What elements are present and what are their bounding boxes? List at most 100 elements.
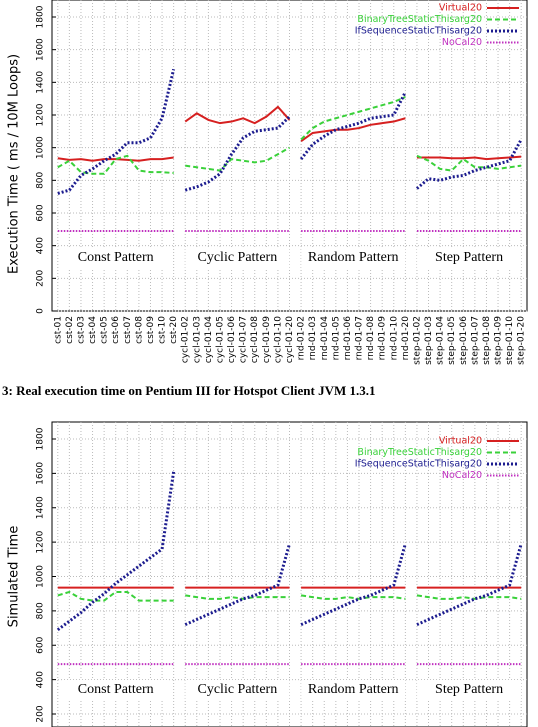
group-annotation: Step Pattern xyxy=(435,250,503,265)
series-line xyxy=(300,96,406,141)
annotation-box xyxy=(63,248,168,268)
series-line xyxy=(185,594,290,600)
series-line xyxy=(300,543,407,626)
y-axis-title: Execution Time ( ms / 10M Loops) xyxy=(7,54,22,274)
x-tick-label: step-01-09 xyxy=(494,316,504,365)
x-tick-label: cycl-01-04 xyxy=(204,316,214,363)
x-tick-label: step-01-05 xyxy=(447,316,457,365)
x-tick-label: rnd-01-02 xyxy=(297,316,307,360)
x-tick-label: cycl-01-08 xyxy=(250,316,260,363)
series-line xyxy=(300,594,406,600)
x-tick-label: cycl-01-09 xyxy=(262,316,272,363)
x-tick-label: cycl-01-10 xyxy=(273,316,283,363)
x-tick-label: rnd-01-09 xyxy=(378,316,388,361)
annotation-box xyxy=(417,248,522,268)
x-tick-label: rnd-01-06 xyxy=(343,316,353,361)
legend-label: Virtual20 xyxy=(439,436,482,447)
y-tick-label: 1600 xyxy=(36,38,46,61)
x-tick-label: rnd-01-20 xyxy=(401,316,411,361)
x-tick-label: step-01-10 xyxy=(505,316,515,365)
legend-label: Virtual20 xyxy=(439,3,482,14)
x-tick-label: cycl-01-05 xyxy=(215,316,225,363)
x-tick-label: rnd-01-10 xyxy=(389,316,399,361)
y-tick-label: 0 xyxy=(36,308,46,314)
x-tick-label: cst-20 xyxy=(169,316,179,344)
x-tick-label: cst-10 xyxy=(158,316,168,344)
group-annotation: Cyclic Pattern xyxy=(198,682,278,697)
x-tick-label: cst-01 xyxy=(53,316,63,344)
legend-label: NoCal20 xyxy=(442,37,482,48)
y-tick-label: 1800 xyxy=(36,427,46,450)
series-line xyxy=(185,146,290,172)
x-tick-label: rnd-01-03 xyxy=(308,316,318,360)
group-annotation: Random Pattern xyxy=(308,682,399,697)
y-tick-label: 800 xyxy=(36,602,46,619)
y-tick-label: 1200 xyxy=(36,530,46,553)
legend-label: BinaryTreeStaticThisarg20 xyxy=(357,447,482,458)
y-tick-label: 400 xyxy=(36,237,46,254)
x-tick-label: rnd-01-08 xyxy=(366,316,376,361)
annotation-box xyxy=(185,248,290,268)
legend-label: NoCal20 xyxy=(442,470,482,481)
y-tick-label: 1000 xyxy=(36,136,46,159)
series-line xyxy=(184,105,291,125)
y-tick-label: 1400 xyxy=(36,496,46,519)
series-line xyxy=(184,543,291,626)
y-tick-label: 600 xyxy=(36,636,46,653)
y-tick-label: 800 xyxy=(36,171,46,188)
series-line xyxy=(416,594,522,600)
group-annotation: Cyclic Pattern xyxy=(198,250,278,265)
series-line xyxy=(416,543,523,626)
y-tick-label: 1600 xyxy=(36,462,46,485)
series-line xyxy=(57,154,174,175)
x-tick-label: step-01-07 xyxy=(470,316,480,365)
x-tick-label: cycl-01-03 xyxy=(192,316,202,363)
annotation-box xyxy=(185,680,290,700)
legend-label: IfSequenceStaticThisarg20 xyxy=(355,459,482,470)
series-line xyxy=(415,138,523,190)
y-tick-label: 1400 xyxy=(36,71,46,94)
x-tick-label: cycl-01-02 xyxy=(181,316,191,363)
x-tick-label: rnd-01-05 xyxy=(331,316,341,360)
series-line xyxy=(300,117,406,142)
y-tick-label: 1200 xyxy=(36,103,46,126)
x-tick-label: step-01-04 xyxy=(436,316,446,365)
series-line xyxy=(56,471,176,631)
series-line xyxy=(416,154,522,172)
annotation-box xyxy=(417,680,522,700)
x-tick-label: cycl-01-06 xyxy=(227,316,237,363)
y-tick-label: 1800 xyxy=(36,5,46,28)
x-tick-label: cst-07 xyxy=(123,316,133,344)
group-annotation: Const Pattern xyxy=(78,682,154,697)
x-tick-label: cst-02 xyxy=(65,316,75,344)
group-annotation: Const Pattern xyxy=(78,250,154,265)
x-tick-label: rnd-01-07 xyxy=(355,316,365,360)
series-line xyxy=(299,91,407,161)
y-axis-title: Simulated Time xyxy=(7,526,22,628)
legend-label: IfSequenceStaticThisarg20 xyxy=(355,26,482,37)
x-tick-label: cycl-01-07 xyxy=(239,316,249,363)
series-line xyxy=(57,590,174,602)
y-tick-label: 400 xyxy=(36,671,46,688)
annotation-box xyxy=(301,680,406,700)
series-line xyxy=(57,156,174,162)
x-tick-label: step-01-08 xyxy=(482,316,492,365)
x-tick-label: cst-03 xyxy=(76,316,86,344)
x-tick-label: rnd-01-04 xyxy=(320,316,330,361)
x-tick-label: cst-05 xyxy=(100,316,110,344)
x-tick-label: cst-04 xyxy=(88,316,98,344)
x-tick-label: cst-08 xyxy=(134,316,144,344)
y-tick-label: 1000 xyxy=(36,565,46,588)
y-tick-label: 200 xyxy=(36,705,46,722)
legend-label: BinaryTreeStaticThisarg20 xyxy=(357,14,482,25)
x-tick-label: step-01-03 xyxy=(424,316,434,365)
x-tick-label: cycl-01-20 xyxy=(285,316,295,363)
annotation-box xyxy=(63,680,168,700)
x-tick-label: cst-06 xyxy=(111,316,121,344)
x-tick-label: step-01-02 xyxy=(412,316,422,365)
x-tick-label: step-01-20 xyxy=(517,316,527,365)
y-tick-label: 200 xyxy=(36,269,46,286)
series-line xyxy=(57,68,176,195)
